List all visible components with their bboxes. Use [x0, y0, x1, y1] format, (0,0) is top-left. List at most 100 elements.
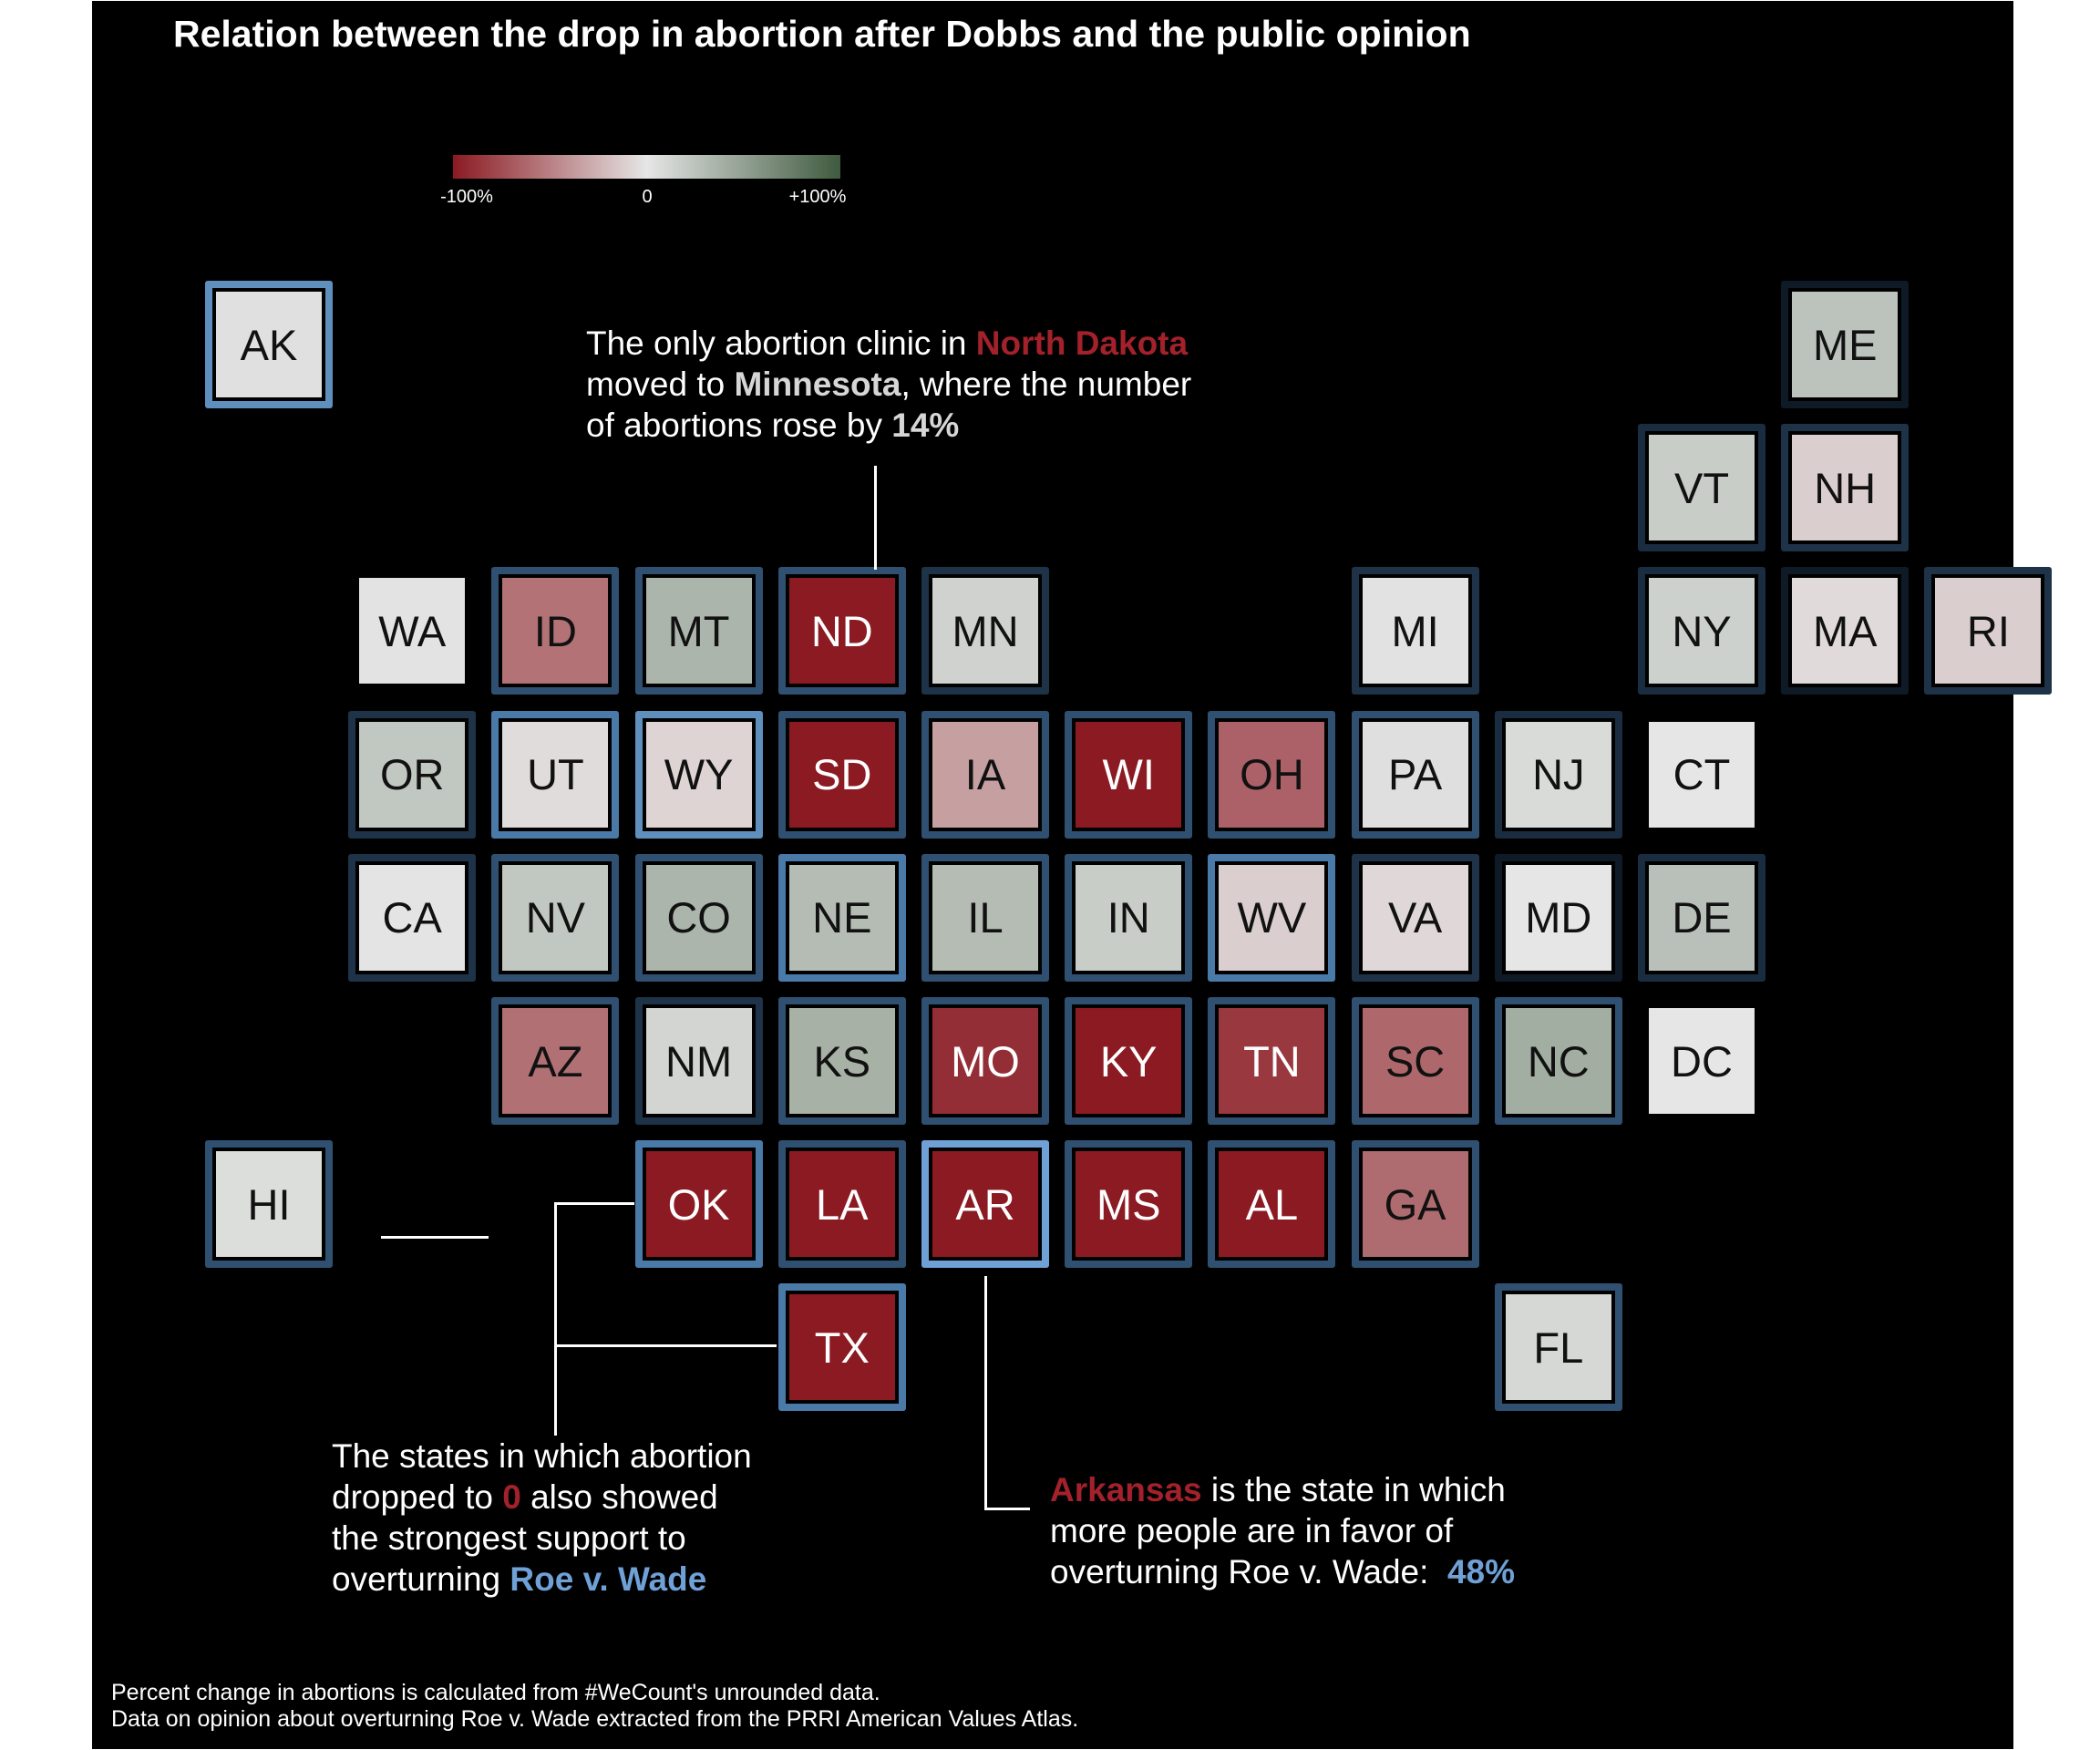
state-tile-ny: NY — [1638, 567, 1765, 695]
state-tile-label: RI — [1931, 574, 2045, 688]
state-tile-de: DE — [1638, 853, 1765, 982]
legend-label-min: -100% — [440, 187, 493, 207]
state-tile-nj: NJ — [1494, 710, 1622, 839]
annotation-nd-highlight: 14% — [891, 407, 960, 444]
state-tile-md: MD — [1494, 853, 1622, 982]
annotation-zero-line3: the strongest support to — [332, 1519, 686, 1557]
caption-line2: Data on opinion about overturning Roe v.… — [111, 1706, 1079, 1732]
state-tile-label: NH — [1788, 431, 1902, 545]
state-tile-il: IL — [921, 853, 1049, 982]
state-tile-ks: KS — [777, 997, 906, 1125]
state-tile-oh: OH — [1208, 710, 1336, 839]
state-tile-label: HI — [212, 1148, 325, 1261]
state-tile-va: VA — [1351, 853, 1479, 982]
state-tile-ga: GA — [1351, 1140, 1479, 1269]
state-tile-label: MA — [1788, 574, 1902, 688]
annotation-north-dakota: The only abortion clinic in North Dakota… — [586, 323, 1191, 446]
annotation-ar-line2: more people are in favor of — [1050, 1512, 1454, 1549]
annotation-zero-line1: The states in which abortion — [332, 1437, 752, 1475]
state-tile-label: IA — [929, 717, 1042, 831]
state-tile-label: MN — [929, 574, 1042, 688]
state-tile-label: VT — [1645, 431, 1758, 545]
state-tile-sd: SD — [777, 710, 906, 839]
state-tile-wi: WI — [1065, 710, 1193, 839]
state-tile-label: SD — [785, 717, 899, 831]
state-tile-label: AZ — [499, 1004, 612, 1117]
state-tile-ky: KY — [1065, 997, 1193, 1125]
state-tile-label: SC — [1358, 1004, 1472, 1117]
state-tile-hi: HI — [205, 1140, 333, 1269]
annotation-ar-highlight: Arkansas — [1050, 1471, 1202, 1508]
annotation-ar-line1: Arkansas is the state in which — [1050, 1469, 1515, 1510]
state-tile-sc: SC — [1351, 997, 1479, 1125]
nd-connector-line — [874, 466, 877, 570]
ar-connector-vertical — [984, 1276, 987, 1509]
state-tile-label: OH — [1215, 717, 1329, 831]
annotation-zero-text: dropped to — [332, 1478, 503, 1516]
state-tile-ne: NE — [777, 853, 906, 982]
state-tile-label: NJ — [1501, 717, 1615, 831]
state-tile-mt: MT — [634, 567, 763, 695]
ar-connector-horizontal — [984, 1508, 1030, 1510]
state-tile-label: NY — [1645, 574, 1758, 688]
state-tile-wa: WA — [348, 567, 477, 695]
annotation-zero-text: also showed — [520, 1478, 718, 1516]
state-tile-co: CO — [634, 853, 763, 982]
state-tile-label: UT — [499, 717, 612, 831]
state-tile-label: WA — [355, 574, 469, 688]
state-tile-ca: CA — [348, 853, 477, 982]
state-tile-label: ND — [785, 574, 899, 688]
state-tile-dc: DC — [1638, 997, 1765, 1125]
annotation-nd-text: , where the number — [901, 365, 1192, 403]
annotation-zero-text: overturning — [332, 1560, 510, 1598]
state-tile-vt: VT — [1638, 424, 1765, 552]
legend-label-max: +100% — [788, 187, 847, 207]
state-tile-in: IN — [1065, 853, 1193, 982]
state-tile-label: MD — [1501, 860, 1615, 974]
state-tile-label: AR — [929, 1148, 1042, 1261]
state-tile-ia: IA — [921, 710, 1049, 839]
state-tile-label: PA — [1358, 717, 1472, 831]
state-tile-id: ID — [491, 567, 620, 695]
state-tile-label: NM — [642, 1004, 756, 1117]
annotation-nd-text: The only abortion clinic in — [586, 324, 976, 362]
state-tile-label: MS — [1072, 1148, 1186, 1261]
state-tile-label: AK — [212, 288, 325, 401]
zero-connector-tx — [554, 1344, 777, 1347]
zero-connector-ok — [554, 1202, 634, 1205]
state-tile-label: WI — [1072, 717, 1186, 831]
state-tile-tx: TX — [777, 1283, 906, 1412]
state-tile-mo: MO — [921, 997, 1049, 1125]
annotation-ar-line3: overturning Roe v. Wade: 48% — [1050, 1551, 1515, 1592]
legend-label-mid: 0 — [642, 187, 653, 207]
state-tile-label: AL — [1215, 1148, 1329, 1261]
state-tile-label: TN — [1215, 1004, 1329, 1117]
state-tile-label: MI — [1358, 574, 1472, 688]
state-tile-nh: NH — [1781, 424, 1910, 552]
state-tile-label: ME — [1788, 288, 1902, 401]
state-tile-ut: UT — [491, 710, 620, 839]
state-tile-nc: NC — [1494, 997, 1622, 1125]
hi-divider-line — [381, 1236, 489, 1239]
state-tile-wv: WV — [1208, 853, 1336, 982]
state-tile-label: CO — [642, 860, 756, 974]
annotation-nd-line2: moved to Minnesota, where the number — [586, 364, 1191, 405]
state-tile-la: LA — [777, 1140, 906, 1269]
state-tile-label: VA — [1358, 860, 1472, 974]
state-tile-ri: RI — [1924, 567, 2053, 695]
annotation-zero-highlight: Roe v. Wade — [510, 1560, 707, 1598]
annotation-nd-highlight: North Dakota — [975, 324, 1189, 362]
state-tile-ma: MA — [1781, 567, 1910, 695]
annotation-zero-line2: dropped to 0 also showed — [332, 1477, 752, 1518]
annotation-nd-line3: of abortions rose by 14% — [586, 405, 1191, 446]
chart-caption: Percent change in abortions is calculate… — [111, 1680, 1078, 1733]
state-tile-label: WV — [1215, 860, 1329, 974]
state-tile-label: DC — [1645, 1004, 1758, 1117]
annotation-ar-text: is the state in which — [1201, 1471, 1506, 1508]
state-tile-wy: WY — [634, 710, 763, 839]
state-tile-label: IN — [1072, 860, 1186, 974]
state-tile-ms: MS — [1065, 1140, 1193, 1269]
annotation-nd-text: of abortions rose by — [586, 407, 892, 444]
annotation-nd-line1: The only abortion clinic in North Dakota — [586, 323, 1191, 364]
state-tile-label: WY — [642, 717, 756, 831]
